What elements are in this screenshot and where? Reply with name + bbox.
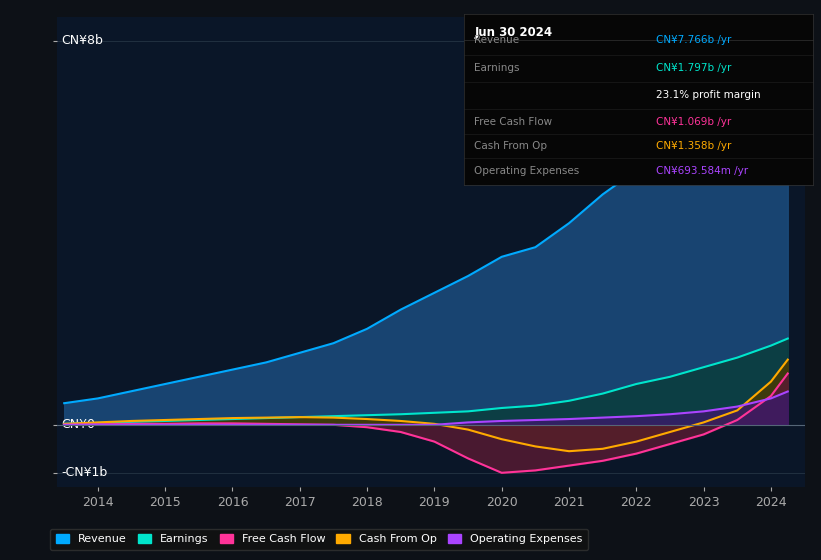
Text: CN¥693.584m /yr: CN¥693.584m /yr	[656, 166, 748, 176]
Text: -CN¥1b: -CN¥1b	[62, 466, 108, 479]
Text: CN¥1.358b /yr: CN¥1.358b /yr	[656, 141, 732, 151]
Text: 23.1% profit margin: 23.1% profit margin	[656, 90, 760, 100]
Text: Operating Expenses: Operating Expenses	[475, 166, 580, 176]
Text: Jun 30 2024: Jun 30 2024	[475, 26, 553, 39]
Text: Cash From Op: Cash From Op	[475, 141, 548, 151]
Text: Earnings: Earnings	[475, 63, 520, 73]
Text: Revenue: Revenue	[475, 35, 520, 45]
Text: Free Cash Flow: Free Cash Flow	[475, 116, 553, 127]
Text: CN¥1.069b /yr: CN¥1.069b /yr	[656, 116, 731, 127]
Text: CN¥8b: CN¥8b	[62, 34, 103, 47]
Text: CN¥0: CN¥0	[62, 418, 95, 431]
Text: CN¥1.797b /yr: CN¥1.797b /yr	[656, 63, 732, 73]
Text: CN¥7.766b /yr: CN¥7.766b /yr	[656, 35, 732, 45]
Legend: Revenue, Earnings, Free Cash Flow, Cash From Op, Operating Expenses: Revenue, Earnings, Free Cash Flow, Cash …	[50, 529, 588, 550]
